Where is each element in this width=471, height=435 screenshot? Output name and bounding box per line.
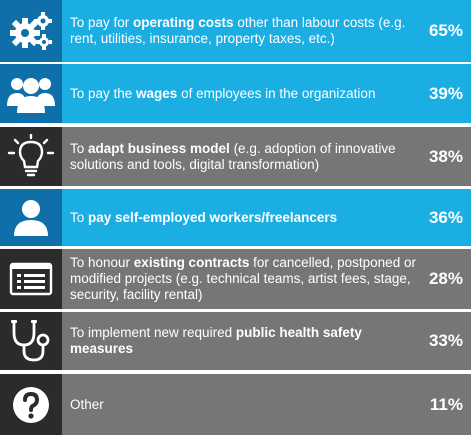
row-label: To pay self-employed workers/freelancers <box>70 209 338 225</box>
row-adapt-business-model: To adapt business model (e.g. adoption o… <box>0 127 471 186</box>
row-label: To honour existing contracts for cancell… <box>70 255 416 302</box>
row-percentage: 65% <box>428 21 463 40</box>
row-icon-box <box>0 249 62 309</box>
row-icon-box <box>0 189 62 246</box>
question-icon <box>11 385 51 425</box>
row-text-box: To pay for operating costs other than la… <box>62 0 471 62</box>
row-percentage: 39% <box>428 83 463 103</box>
row-existing-contracts: To honour existing contracts for cancell… <box>0 249 471 309</box>
row-icon-box <box>0 127 62 186</box>
row-percentage: 11% <box>429 394 463 414</box>
gears-icon <box>8 9 54 53</box>
row-text-box: To pay the wages of employees in the org… <box>62 64 471 123</box>
stethoscope-icon <box>8 319 54 363</box>
row-percentage: 28% <box>428 269 463 288</box>
row-text-box: Other 11% <box>62 374 471 435</box>
row-text-box: To honour existing contracts for cancell… <box>62 249 471 309</box>
row-percentage: 36% <box>428 207 463 227</box>
row-icon-box <box>0 0 62 62</box>
row-percentage: 33% <box>428 331 463 350</box>
row-icon-box <box>0 374 62 435</box>
row-label: To adapt business model (e.g. adoption o… <box>70 140 396 172</box>
row-label: To implement new required public health … <box>70 325 362 356</box>
row-text-box: To implement new required public health … <box>62 312 471 370</box>
row-label: To pay for operating costs other than la… <box>70 15 406 46</box>
list-document-icon <box>9 262 53 296</box>
row-text-box: To pay self-employed workers/freelancers… <box>62 189 471 246</box>
row-public-health-measures: To implement new required public health … <box>0 312 471 370</box>
people-icon <box>6 74 56 114</box>
row-icon-box <box>0 64 62 123</box>
row-percentage: 38% <box>428 146 463 166</box>
row-wages: To pay the wages of employees in the org… <box>0 64 471 123</box>
row-self-employed: To pay self-employed workers/freelancers… <box>0 189 471 246</box>
row-label: To pay the wages of employees in the org… <box>70 85 376 101</box>
person-icon <box>11 199 51 237</box>
lightbulb-icon <box>7 133 55 180</box>
row-operating-costs: To pay for operating costs other than la… <box>0 0 471 62</box>
row-label: Other <box>70 396 104 412</box>
row-text-box: To adapt business model (e.g. adoption o… <box>62 127 471 186</box>
row-other: Other 11% <box>0 374 471 435</box>
row-icon-box <box>0 312 62 370</box>
